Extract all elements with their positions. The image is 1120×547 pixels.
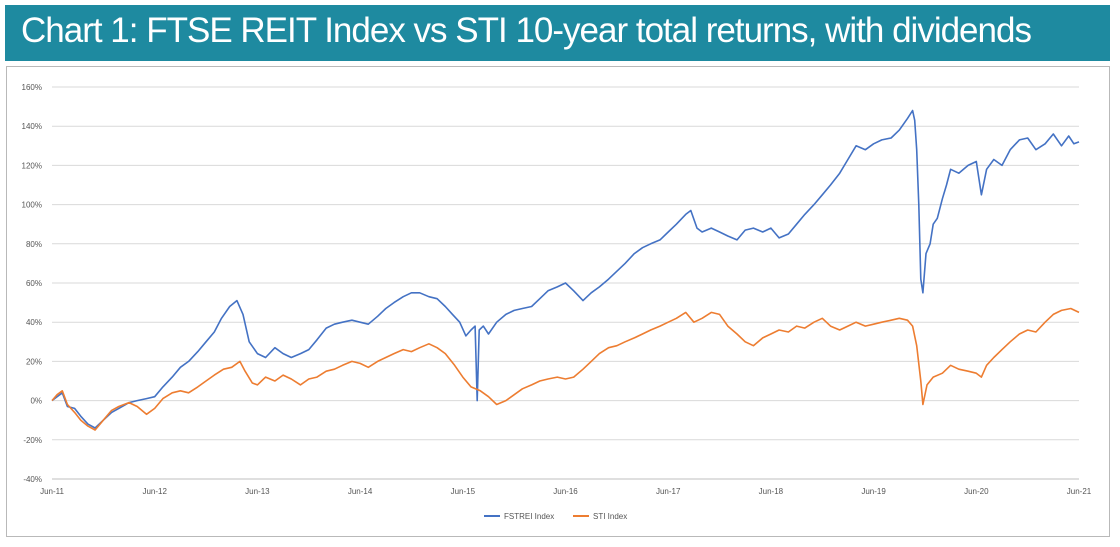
- y-axis-ticks: 160% 140% 120% 100% 80% 60% 40% 20% 0% -20% -40%: [22, 83, 42, 484]
- chart-frame: [6, 66, 1110, 537]
- x-axis-ticks: Jun-11 Jun-12 Jun-13 Jun-14 Jun-15 Jun-16 Jun-…: [40, 478, 1092, 496]
- y-tick-label: 20%: [26, 357, 42, 366]
- y-tick-label: -40%: [23, 475, 42, 484]
- y-tick-label: 120%: [22, 161, 42, 170]
- x-tick-label: Jun-16: [553, 487, 578, 496]
- y-tick-label: -20%: [23, 436, 42, 445]
- y-tick-label: 100%: [22, 201, 42, 210]
- y-tick-label: 140%: [22, 122, 42, 131]
- x-tick-label: Jun-19: [861, 487, 886, 496]
- x-tick-label: Jun-18: [759, 487, 784, 496]
- series-line-sti: [51, 307, 1080, 431]
- gridlines: [52, 86, 1079, 480]
- series-lines: [51, 109, 1080, 431]
- x-tick-label: Jun-13: [245, 487, 270, 496]
- chart-title: Chart 1: FTSE REIT Index vs STI 10-year …: [21, 11, 1032, 50]
- legend-label-fstrei: FSTREI Index: [504, 512, 554, 521]
- x-tick-label: Jun-17: [656, 487, 681, 496]
- legend-label-sti: STI Index: [593, 512, 627, 521]
- x-tick-label: Jun-12: [142, 487, 167, 496]
- y-tick-label: 80%: [26, 240, 42, 249]
- x-tick-label: Jun-11: [40, 487, 64, 496]
- x-tick-label: Jun-21: [1067, 487, 1092, 496]
- y-tick-label: 0%: [30, 397, 42, 406]
- y-tick-label: 40%: [26, 318, 42, 327]
- x-tick-label: Jun-14: [348, 487, 373, 496]
- y-tick-label: 160%: [22, 83, 42, 92]
- title-banner: Chart 1: FTSE REIT Index vs STI 10-year …: [5, 5, 1110, 61]
- series-line-fstrei: [51, 109, 1080, 429]
- legend: FSTREI Index STI Index: [484, 512, 627, 521]
- x-tick-label: Jun-20: [964, 487, 989, 496]
- y-tick-label: 60%: [26, 279, 42, 288]
- x-tick-label: Jun-15: [451, 487, 476, 496]
